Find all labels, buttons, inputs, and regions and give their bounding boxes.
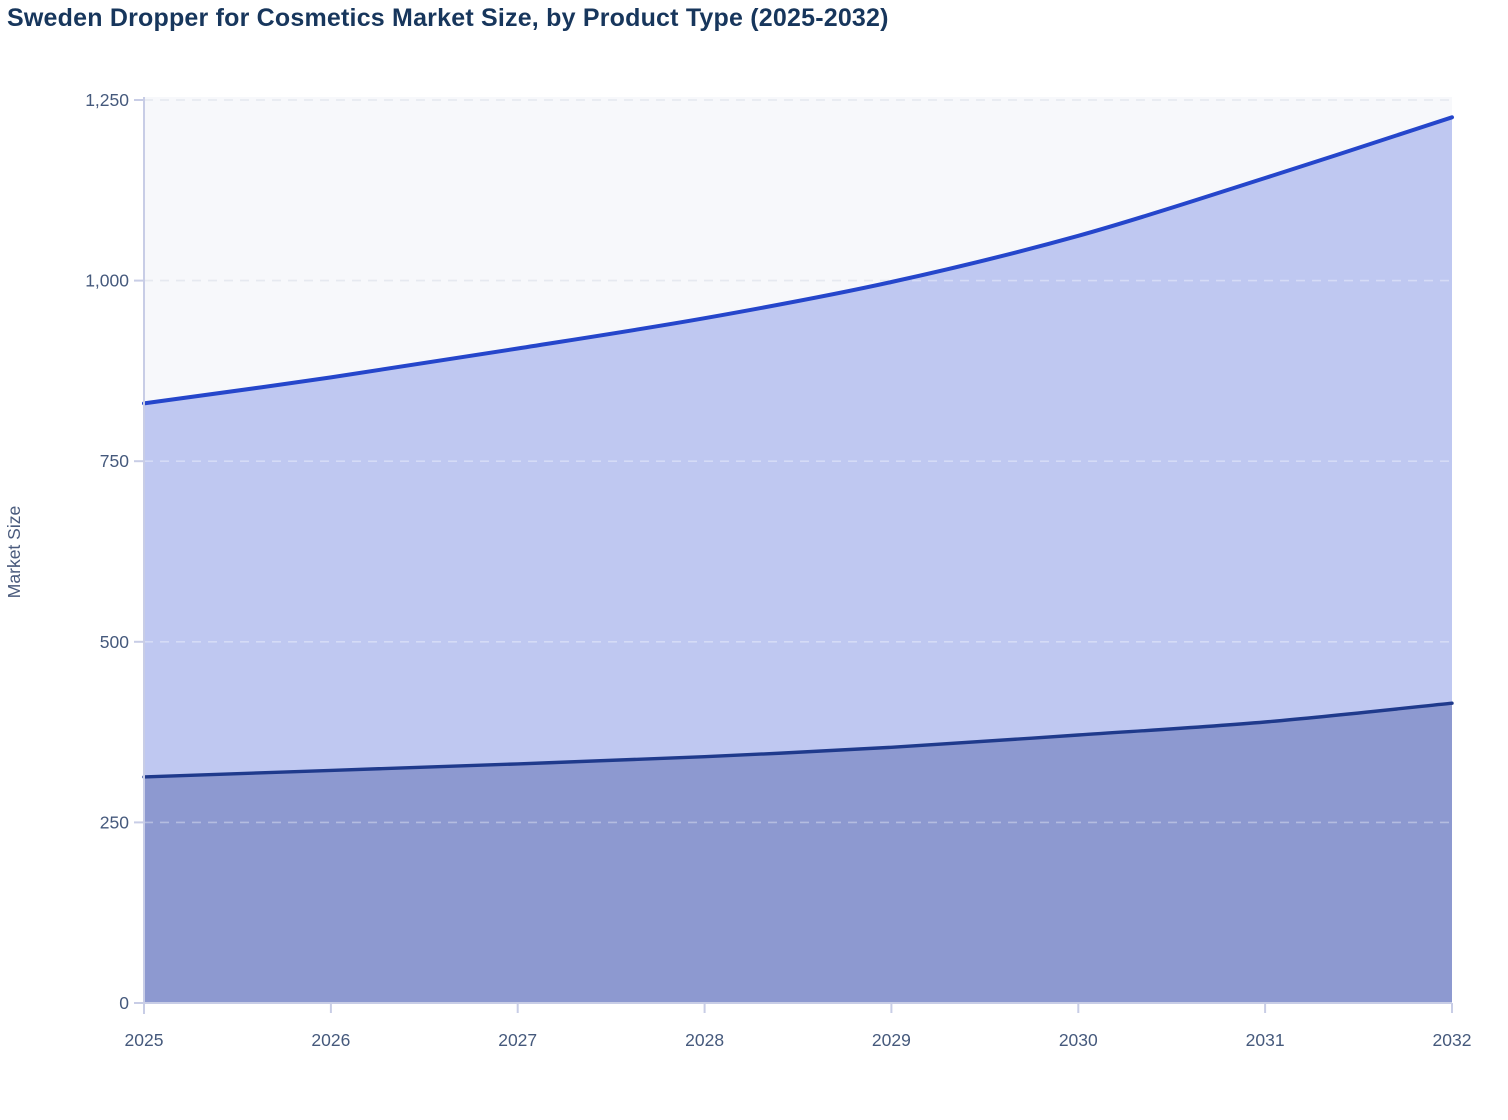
- area-fill-bottom-series: [144, 703, 1452, 1003]
- y-tick-label: 250: [100, 812, 129, 832]
- y-tick-label: 1,250: [85, 90, 129, 110]
- x-tick-label: 2030: [1059, 1030, 1098, 1050]
- y-tick-label: 750: [100, 451, 129, 471]
- y-axis: 0 250 500 750 1,000 1,250 Market Size: [4, 90, 145, 1014]
- line-bottom-series: [142, 701, 1454, 779]
- gridlines-overlay: [144, 99, 1452, 824]
- x-tick-label: 2029: [872, 1030, 911, 1050]
- y-tick-label: 0: [119, 993, 129, 1013]
- y-tick-label: 1,000: [85, 271, 129, 291]
- x-tick-label: 2031: [1246, 1030, 1285, 1050]
- line-top-series: [142, 115, 1454, 406]
- x-axis: 2025 2026 2027 2028 2029 2030 2031 2032: [125, 1002, 1472, 1050]
- chart-title: Sweden Dropper for Cosmetics Market Size…: [7, 4, 889, 32]
- y-axis-title: Market Size: [4, 506, 24, 598]
- x-tick-label: 2028: [685, 1030, 724, 1050]
- x-tick-label: 2027: [498, 1030, 537, 1050]
- y-tick-label: 500: [100, 632, 129, 652]
- x-tick-label: 2032: [1433, 1030, 1472, 1050]
- x-tick-label: 2026: [311, 1030, 350, 1050]
- x-tick-label: 2025: [125, 1030, 164, 1050]
